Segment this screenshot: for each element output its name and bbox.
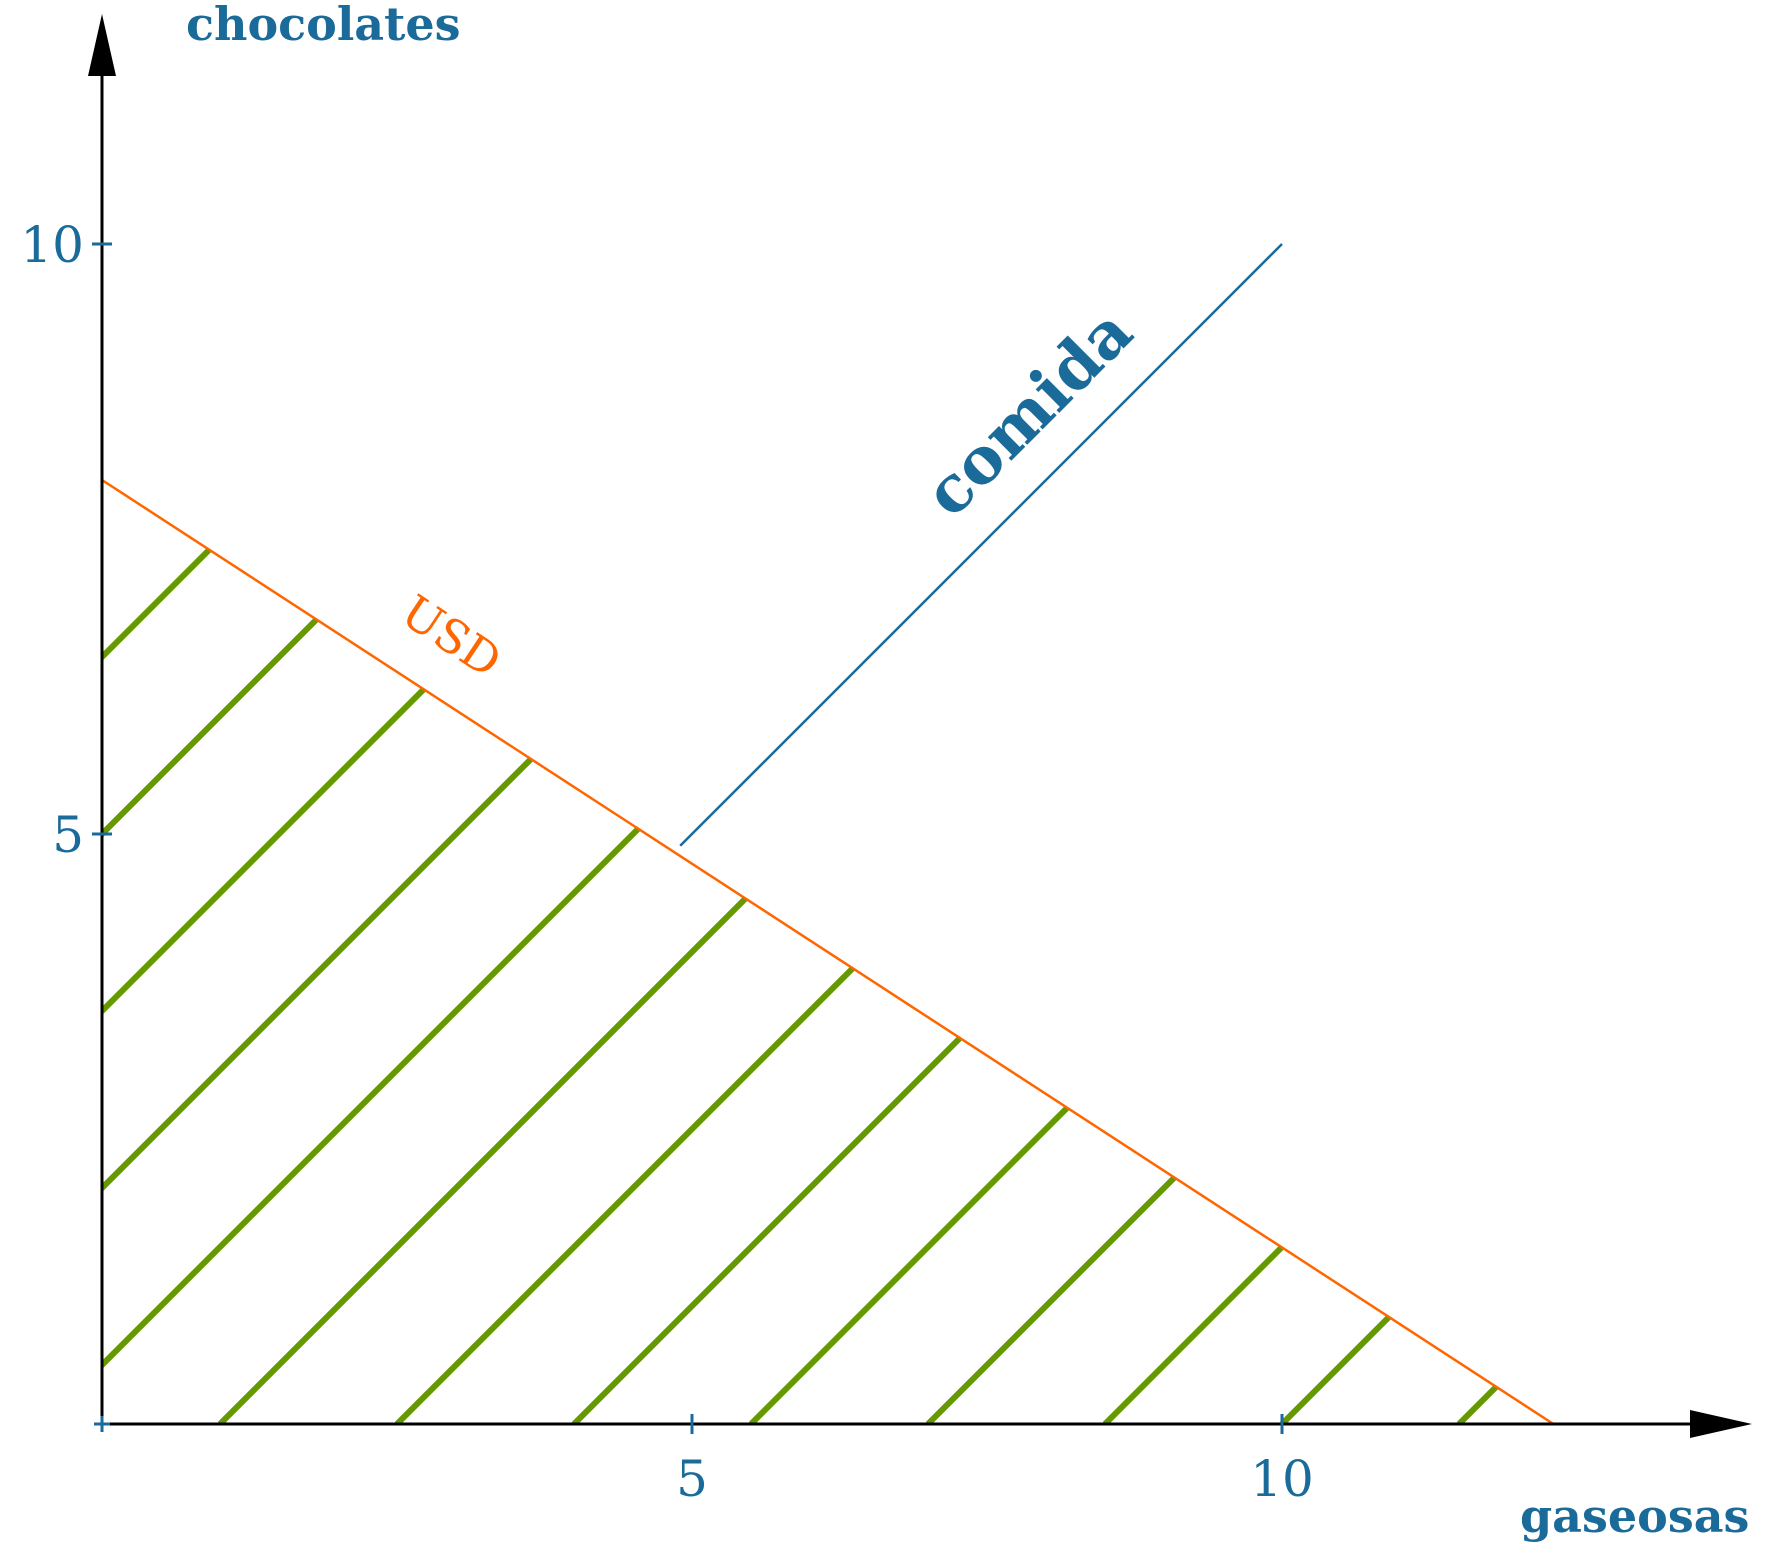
hatch-line bbox=[102, 480, 1462, 1424]
x-axis-label: gaseosas bbox=[1520, 1489, 1749, 1543]
comida-line bbox=[679, 243, 1283, 847]
hatch-line bbox=[102, 480, 577, 1424]
hatch-line bbox=[102, 480, 931, 1424]
y-axis-arrowhead bbox=[88, 14, 116, 76]
hatch-line bbox=[1636, 8, 1787, 1424]
hatch-line bbox=[1279, 480, 1554, 1424]
hatch-region bbox=[102, 8, 1787, 1424]
usd-line bbox=[101, 478, 1555, 1426]
hatch-line bbox=[925, 480, 1554, 1424]
x-tick-label: 5 bbox=[676, 1450, 708, 1508]
hatch-line bbox=[1102, 480, 1554, 1424]
hatch-line bbox=[102, 480, 1285, 1424]
y-axis-label: chocolates bbox=[186, 0, 461, 51]
hatch-line bbox=[394, 480, 1554, 1424]
usd-line-label: USD bbox=[392, 584, 511, 688]
hatch-line bbox=[102, 480, 1108, 1424]
y-tick-label: 5 bbox=[52, 806, 84, 864]
y-tick-label: 10 bbox=[20, 216, 84, 274]
x-axis-arrowhead bbox=[1690, 1410, 1752, 1438]
hatch-line bbox=[102, 480, 754, 1424]
hatch-line bbox=[571, 480, 1554, 1424]
hatch-line bbox=[1456, 480, 1554, 1424]
x-tick-label: 10 bbox=[1250, 1450, 1314, 1508]
hatch-line bbox=[748, 480, 1554, 1424]
hatch-line bbox=[217, 480, 1554, 1424]
